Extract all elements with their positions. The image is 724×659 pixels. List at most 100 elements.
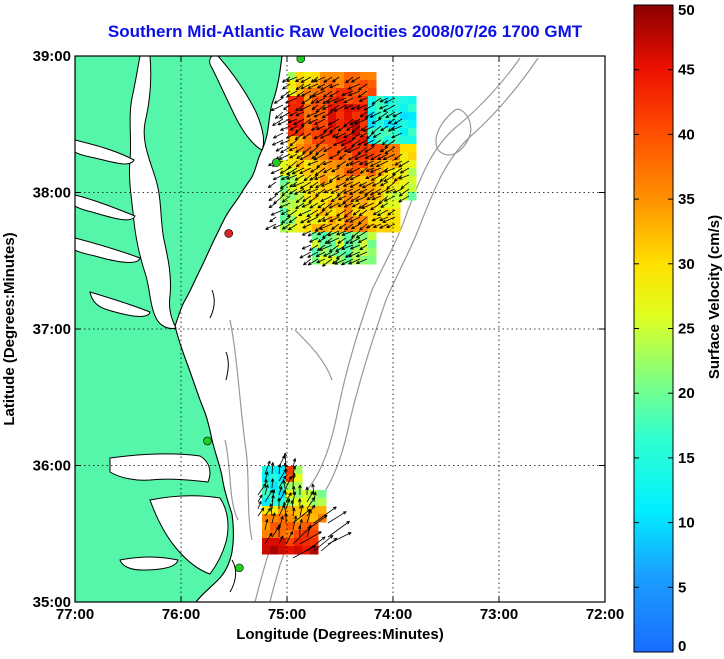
velocity-arrow-icon [338, 153, 347, 160]
velocity-arrow-icon [341, 230, 354, 236]
velocity-arrow-icon [271, 139, 284, 146]
velocity-arrow-icon [257, 507, 265, 517]
velocity-arrow-icon [309, 174, 319, 181]
vector-field-south [257, 452, 352, 559]
velocity-arrow-icon [292, 491, 297, 503]
velocity-arrow-icon [298, 525, 302, 538]
velocity-arrow-icon [280, 174, 291, 181]
velocity-arrow-icon [280, 125, 291, 131]
velocity-arrow-icon [386, 223, 396, 228]
velocity-arrow-icon [322, 216, 333, 222]
velocity-arrow-icon [280, 90, 291, 99]
velocity-arrow-icon [309, 237, 319, 243]
y-axis-label: Latitude (Degrees:Minutes) [1, 232, 18, 425]
velocity-arrow-icon [384, 97, 396, 104]
velocity-arrow-icon [317, 216, 326, 223]
velocity-arrow-icon [393, 118, 403, 125]
velocity-arrow-icon [300, 216, 312, 224]
velocity-arrow-icon [295, 83, 305, 91]
velocity-arrow-icon [292, 181, 305, 187]
velocity-arrow-icon [349, 237, 361, 244]
velocity-arrow-icon [377, 188, 389, 195]
velocity-arrow-icon [336, 230, 347, 236]
velocity-arrow-icon [363, 104, 375, 111]
velocity-arrow-icon [319, 132, 333, 139]
velocity-arrow-icon [379, 174, 389, 183]
velocity-arrow-icon [285, 492, 292, 503]
velocity-arrow-icon [264, 471, 269, 482]
x-tick-label: 72:00 [586, 606, 624, 623]
velocity-arrow-icon [357, 139, 368, 146]
velocity-arrow-icon [307, 160, 319, 166]
velocity-arrow-icon [295, 104, 305, 112]
velocity-arrow-icon [385, 111, 396, 119]
map-title: Southern Mid-Atlantic Raw Velocities 200… [107, 22, 583, 41]
velocity-arrow-icon [299, 167, 312, 175]
velocity-arrow-icon [377, 167, 389, 176]
velocity-arrow-icon [313, 153, 326, 161]
velocity-arrow-icon [336, 146, 347, 154]
velocity-arrow-icon [327, 251, 340, 258]
velocity-arrow-icon [319, 223, 333, 230]
velocity-arrow-icon [301, 97, 312, 105]
velocity-arrow-icon [313, 506, 337, 524]
velocity-arrow-icon [334, 258, 347, 265]
velocity-arrow-icon [269, 503, 273, 517]
velocity-arrow-icon [355, 258, 368, 264]
x-tick-label: 75:00 [268, 606, 306, 623]
velocity-arrow-icon [373, 223, 382, 228]
velocity-arrow-icon [345, 160, 354, 167]
velocity-arrow-icon [323, 167, 333, 174]
velocity-arrow-icon [327, 511, 347, 524]
velocity-arrow-icon [337, 216, 347, 221]
velocity-arrow-icon [386, 181, 396, 190]
velocity-arrow-icon [257, 494, 263, 503]
velocity-arrow-icon [257, 483, 267, 496]
velocity-arrow-icon [303, 258, 312, 266]
velocity-arrow-icon [372, 181, 382, 187]
velocity-arrow-icon [377, 153, 389, 161]
y-tick-label: 36:00 [33, 458, 71, 475]
velocity-arrow-icon [321, 230, 333, 239]
velocity-arrow-icon [294, 125, 305, 133]
velocity-arrow-icon [298, 498, 302, 510]
velocity-arrow-icon [380, 125, 389, 132]
colorbar-tick-label: 5 [678, 579, 686, 596]
velocity-arrow-icon [322, 104, 333, 110]
velocity-arrow-icon [320, 537, 338, 552]
velocity-arrow-icon [365, 174, 375, 179]
velocity-arrow-icon [335, 181, 347, 188]
velocity-arrow-icon [307, 83, 319, 89]
velocity-arrow-icon [311, 104, 319, 111]
velocity-arrow-icon [310, 97, 319, 105]
velocity-arrow-icon [369, 111, 382, 118]
velocity-arrow-icon [285, 531, 294, 545]
velocity-arrow-icon [295, 160, 305, 168]
velocity-arrow-icon [372, 209, 382, 216]
velocity-arrow-icon [265, 223, 277, 230]
velocity-arrow-icon [264, 484, 269, 496]
velocity-arrow-icon [317, 237, 326, 243]
velocity-arrow-icon [302, 195, 312, 202]
velocity-arrow-icon [305, 486, 309, 496]
velocity-arrow-icon [387, 118, 396, 124]
velocity-arrow-icon [341, 258, 354, 266]
velocity-arrow-icon [289, 181, 298, 188]
velocity-arrow-icon [326, 97, 340, 104]
station-marker-icon [296, 56, 306, 64]
velocity-arrow-icon [365, 132, 375, 140]
velocity-arrow-icon [270, 104, 284, 112]
velocity-arrow-icon [331, 167, 340, 173]
velocity-arrow-icon [310, 76, 319, 83]
velocity-arrow-icon [309, 90, 319, 99]
velocity-arrow-icon [288, 188, 298, 195]
velocity-arrow-icon [356, 104, 368, 110]
velocity-arrow-icon [379, 97, 389, 103]
barrier-islands [209, 289, 237, 593]
velocity-arrow-icon [347, 146, 361, 153]
velocity-arrow-icon [335, 244, 347, 252]
velocity-arrow-icon [298, 209, 312, 217]
velocity-arrow-icon [313, 534, 334, 552]
velocity-arrow-icon [345, 237, 354, 245]
velocity-arrow-icon [329, 125, 340, 133]
